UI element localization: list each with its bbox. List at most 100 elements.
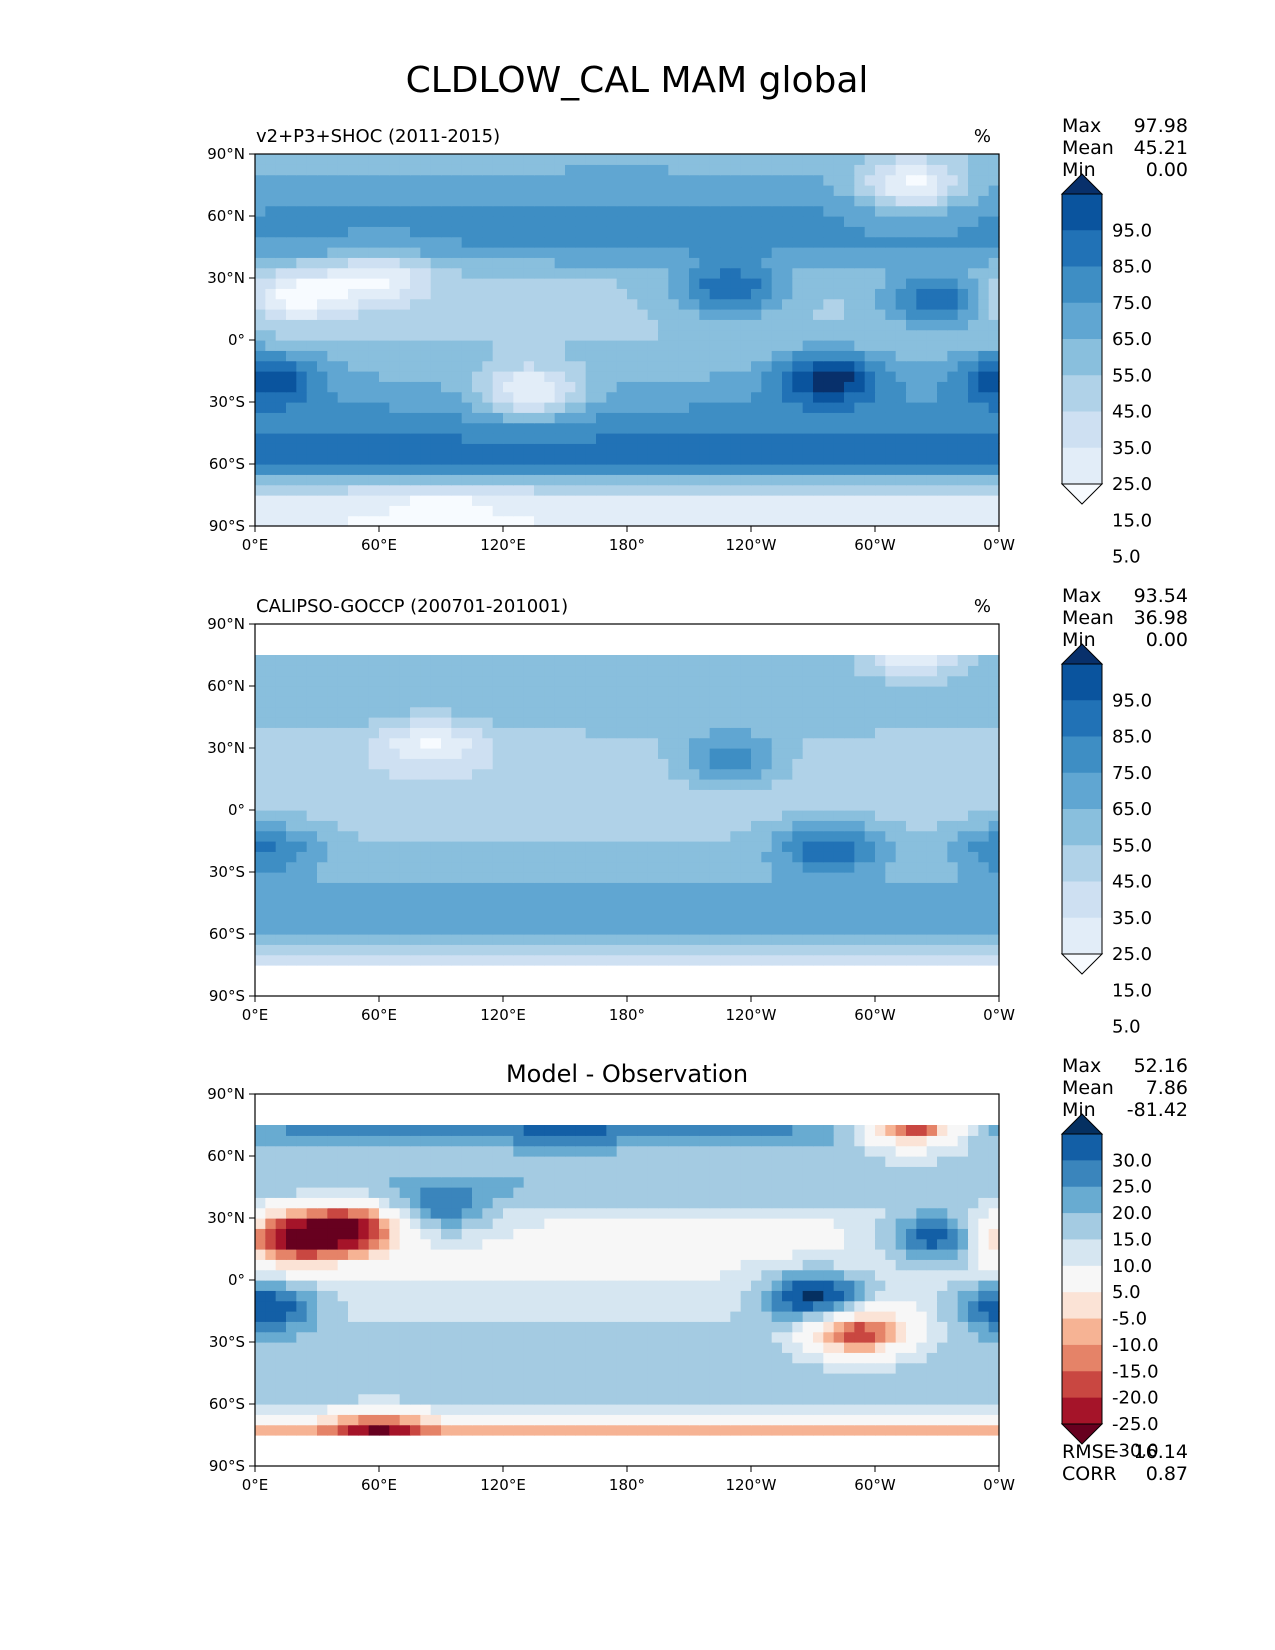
heatmap-cell — [957, 913, 969, 925]
heatmap-cell — [668, 892, 680, 904]
heatmap-cell — [554, 954, 566, 966]
heatmap-cell — [823, 267, 835, 279]
heatmap-cell — [937, 861, 948, 873]
heatmap-cell — [864, 675, 876, 687]
heatmap-cell — [647, 810, 659, 821]
heatmap-cell — [327, 830, 339, 842]
heatmap-cell — [430, 851, 442, 863]
heatmap-cell — [678, 954, 690, 966]
heatmap-cell — [286, 768, 297, 780]
heatmap-cell — [596, 779, 607, 790]
heatmap-cell — [637, 453, 649, 465]
heatmap-cell — [317, 737, 328, 749]
heatmap-cell — [968, 505, 979, 517]
heatmap-cell — [699, 185, 711, 196]
heatmap-cell — [348, 226, 359, 238]
heatmap-cell — [461, 954, 473, 966]
heatmap-cell — [957, 758, 969, 770]
heatmap-cell — [255, 861, 266, 873]
heatmap-cell — [513, 882, 525, 894]
heatmap-cell — [565, 288, 576, 300]
heatmap-cell — [513, 195, 525, 207]
heatmap-cell — [658, 391, 669, 403]
heatmap-cell — [751, 954, 762, 966]
heatmap-cell — [968, 464, 979, 475]
heatmap-cell — [947, 433, 959, 444]
heatmap-cell — [782, 226, 793, 238]
heatmap-cell — [926, 768, 938, 780]
heatmap-cell — [410, 810, 421, 821]
heatmap-cell — [844, 515, 855, 527]
heatmap-cell — [761, 913, 773, 925]
heatmap-cell — [689, 257, 700, 269]
heatmap-cell — [410, 748, 421, 759]
heatmap-cell — [978, 820, 990, 832]
heatmap-cell — [420, 495, 432, 506]
heatmap-cell — [585, 861, 597, 873]
heatmap-cell — [410, 309, 421, 320]
heatmap-cell — [554, 872, 566, 883]
heatmap-cell — [937, 841, 948, 852]
heatmap-cell — [937, 655, 948, 666]
heatmap-cell — [637, 820, 649, 832]
heatmap-cell — [389, 360, 401, 372]
heatmap-cell — [379, 216, 390, 227]
heatmap-cell — [968, 247, 979, 258]
heatmap-cell — [813, 737, 824, 749]
heatmap-cell — [885, 257, 897, 269]
y-axis: 90°N60°N30°N0°30°S60°S90°S — [207, 615, 255, 1005]
heatmap-cell — [678, 903, 690, 914]
heatmap-cell — [575, 422, 587, 434]
heatmap-cell — [792, 903, 804, 914]
heatmap-cell — [906, 464, 917, 475]
heatmap-cell — [327, 505, 339, 517]
heatmap-cell — [844, 903, 855, 914]
heatmap-cell — [937, 381, 948, 393]
heatmap-cell — [616, 205, 628, 217]
heatmap-cell — [399, 944, 411, 956]
heatmap-cell — [658, 236, 669, 248]
heatmap-cell — [637, 484, 649, 496]
heatmap-cell — [782, 329, 793, 341]
heatmap-cell — [503, 391, 514, 403]
heatmap-cell — [658, 216, 669, 227]
heatmap-cell — [296, 236, 308, 248]
heatmap-cell — [596, 236, 607, 248]
heatmap-cell — [864, 495, 876, 506]
heatmap-cell — [761, 474, 773, 486]
heatmap-cell — [627, 903, 638, 914]
heatmap-cell — [503, 717, 514, 728]
heatmap-cell — [885, 675, 897, 687]
heatmap-cell — [554, 267, 566, 279]
heatmap-cell — [895, 329, 907, 341]
heatmap-cell — [399, 247, 411, 258]
heatmap-cell — [544, 371, 556, 382]
heatmap-cell — [575, 484, 587, 496]
heatmap-cell — [895, 257, 907, 269]
heatmap-cell — [916, 799, 928, 811]
heatmap-cell — [792, 402, 804, 413]
heatmap-cell — [813, 474, 824, 486]
heatmap-cell — [482, 464, 494, 475]
heatmap-cell — [503, 727, 514, 739]
heatmap-cell — [544, 319, 556, 331]
heatmap-cell — [379, 675, 390, 687]
heatmap-cell — [379, 789, 390, 801]
heatmap-cell — [761, 851, 773, 863]
heatmap-cell — [606, 360, 618, 372]
heatmap-cell — [957, 686, 969, 697]
heatmap-cell — [358, 944, 370, 956]
heatmap-cell — [358, 278, 370, 289]
heatmap-cell — [730, 830, 742, 842]
heatmap-cell — [327, 515, 339, 527]
heatmap-cell — [802, 154, 814, 165]
heatmap-cell — [957, 216, 969, 227]
heatmap-cell — [720, 226, 731, 238]
heatmap-cell — [461, 371, 473, 382]
heatmap-cell — [337, 1424, 349, 1436]
heatmap-cell — [751, 696, 762, 708]
heatmap-cell — [337, 944, 349, 956]
heatmap-cell — [534, 164, 545, 176]
heatmap-cell — [937, 768, 948, 780]
heatmap-cell — [275, 748, 287, 759]
